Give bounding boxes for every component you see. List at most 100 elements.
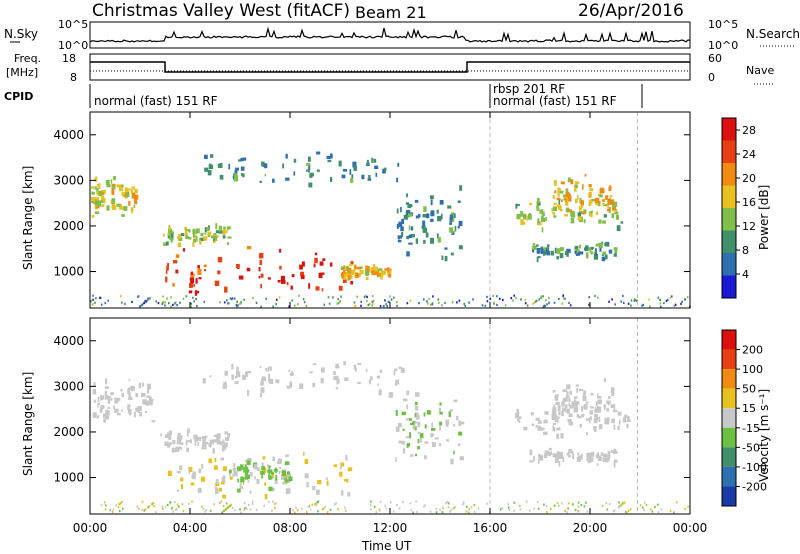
power-noise-pixel (426, 300, 428, 303)
velocity-echo-cell (597, 396, 602, 399)
velocity-echo-cell (268, 465, 271, 469)
velocity-echo-cell (395, 457, 397, 462)
power-echo-cell (400, 226, 404, 232)
velocity-noise-pixel (309, 508, 312, 511)
power-echo-cell (240, 158, 244, 162)
velocity-echo-cell (552, 454, 557, 458)
velocity-echo-cell (96, 415, 100, 419)
power-echo-cell (175, 269, 179, 274)
power-noise-pixel (275, 298, 278, 301)
power-noise-pixel (657, 296, 660, 299)
power-noise-pixel (426, 302, 429, 305)
velocity-echo-cell (186, 430, 189, 437)
power-echo-cell (227, 226, 231, 230)
velocity-echo-cell (544, 411, 549, 415)
power-echo-cell (373, 264, 376, 270)
power-echo-cell (570, 217, 575, 224)
power-noise-pixel (538, 298, 540, 301)
power-echo-cell (553, 202, 557, 206)
power-echo-cell (458, 220, 463, 226)
velocity-echo-cell (167, 470, 172, 476)
power-echo-cell (308, 182, 313, 188)
velocity-echo-cell (370, 376, 373, 381)
power-noise-pixel (192, 296, 194, 299)
velocity-noise-pixel (486, 502, 488, 505)
power-noise-pixel (464, 304, 466, 307)
noise-left-tick-high: 10^5 (58, 18, 88, 31)
velocity-echo-cell (518, 420, 521, 423)
velocity-echo-cell (180, 484, 184, 490)
velocity-echo-cell (249, 490, 252, 494)
power-echo-cell (570, 210, 575, 217)
power-echo-cell (94, 186, 97, 190)
power-echo-cell (567, 196, 572, 202)
power-echo-cell (554, 190, 557, 194)
velocity-noise-pixel (618, 505, 621, 508)
power-noise-pixel (526, 304, 529, 307)
power-echo-cell (204, 154, 208, 159)
power-noise-pixel (168, 302, 170, 305)
velocity-echo-cell (414, 405, 419, 411)
velocity-echo-cell (214, 465, 218, 470)
velocity-echo-cell (177, 432, 181, 436)
velocity-echo-cell (567, 418, 572, 423)
velocity-echo-cell (568, 403, 570, 407)
power-echo-cell (408, 242, 413, 245)
power-echo-cell (193, 234, 195, 238)
power-echo-cell (437, 236, 441, 243)
velocity-echo-cell (232, 473, 236, 477)
power-echo-cell (350, 261, 354, 265)
velocity-noise-pixel (225, 502, 228, 505)
power-noise-pixel (611, 298, 613, 301)
power-echo-cell (579, 208, 582, 211)
power-echo-cell (381, 272, 384, 275)
velocity-echo-cell (608, 395, 611, 400)
power-noise-pixel (395, 301, 398, 304)
velocity-echo-cell (325, 477, 328, 480)
power-noise-pixel (472, 298, 474, 301)
velocity-echo-cell (424, 424, 427, 429)
velocity-echo-cell (128, 393, 131, 399)
velocity-noise-pixel (585, 501, 587, 504)
power-noise-pixel (260, 305, 262, 308)
velocity-colorbar-tick-label: -50 (742, 441, 760, 454)
power-noise-pixel (305, 304, 308, 307)
power-echo-cell (196, 290, 200, 294)
power-echo-cell (306, 169, 308, 172)
power-echo-cell (207, 233, 211, 237)
velocity-echo-cell (415, 453, 417, 457)
velocity-noise-pixel (461, 503, 464, 506)
power-noise-pixel (288, 305, 290, 308)
velocity-echo-cell (402, 448, 406, 454)
power-noise-pixel (641, 304, 643, 307)
velocity-echo-cell (434, 437, 439, 440)
velocity-echo-cell (97, 405, 99, 408)
velocity-echo-cell (353, 364, 357, 370)
velocity-echo-cell (107, 406, 110, 409)
velocity-noise-pixel (657, 503, 659, 506)
velocity-echo-cell (562, 389, 567, 393)
velocity-echo-cell (557, 454, 561, 457)
velocity-noise-pixel (567, 502, 570, 505)
power-noise-pixel (383, 305, 385, 308)
power-echo-cell (457, 225, 460, 229)
power-echo-cell (308, 283, 311, 289)
power-noise-pixel (164, 304, 166, 307)
velocity-echo-cell (222, 439, 225, 444)
velocity-echo-cell (337, 378, 340, 384)
power-echo-cell (520, 211, 524, 217)
velocity-noise-pixel (169, 501, 172, 504)
velocity-echo-cell (394, 368, 398, 371)
power-echo-cell (213, 233, 217, 236)
velocity-colorbar-swatch (722, 369, 736, 389)
power-echo-cell (350, 281, 353, 285)
velocity-noise-pixel (556, 502, 559, 505)
velocity-echo-cell (216, 438, 219, 443)
velocity-echo-cell (585, 432, 588, 436)
freq-frame (89, 53, 691, 81)
velocity-echo-cell (597, 457, 602, 461)
velocity-echo-cell (259, 365, 262, 369)
power-echo-cell (449, 214, 453, 221)
power-noise-pixel (502, 298, 504, 302)
power-noise-pixel (252, 297, 254, 300)
